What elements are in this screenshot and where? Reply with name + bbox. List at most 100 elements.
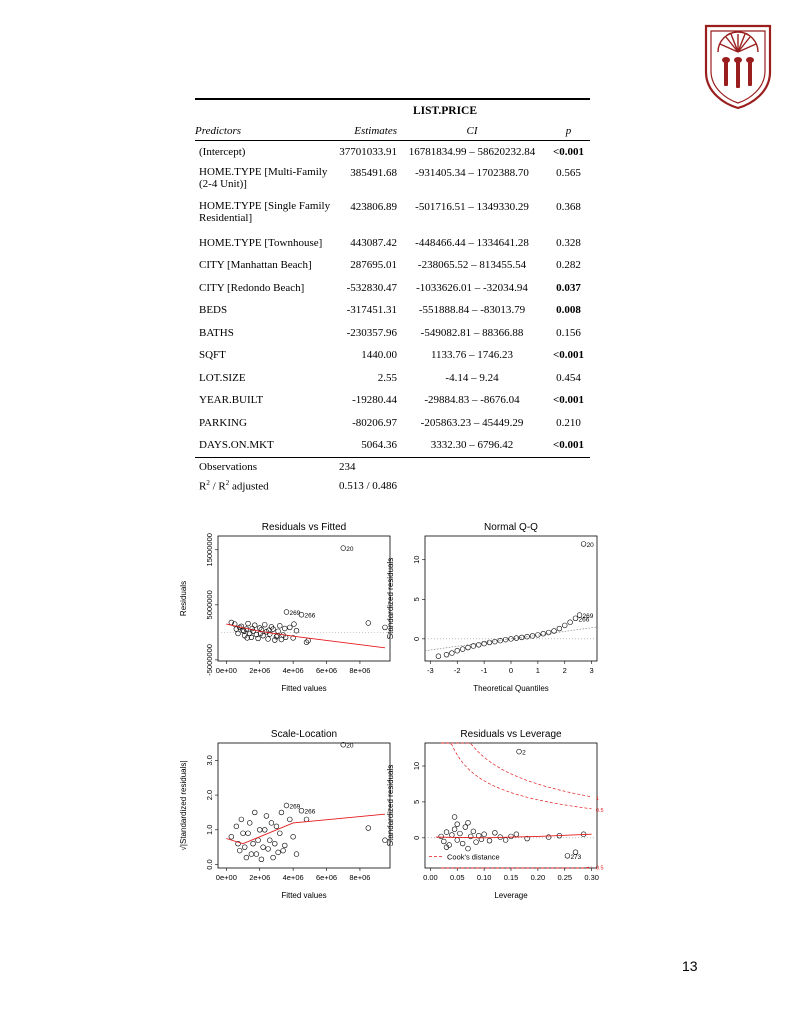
data-point [340, 545, 346, 551]
x-tick-label: 0.10 [477, 873, 492, 882]
data-point [257, 625, 263, 631]
plot-frame [217, 742, 391, 869]
predictor-cell: YEAR.BUILT [199, 394, 264, 407]
data-point [470, 643, 477, 649]
y-tick-label: 10 [412, 762, 421, 770]
data-point [237, 847, 243, 854]
data-point [457, 830, 463, 837]
data-point [267, 631, 273, 637]
estimate-cell: 1440.00 [361, 349, 397, 362]
p-value-cell: 0.210 [556, 416, 581, 429]
predictor-cell: HOME.TYPE [Single Family Residential] [199, 199, 331, 224]
x-tick-label: 4e+06 [283, 666, 304, 675]
estimate-cell: -532830.47 [346, 281, 397, 294]
y-axis-label: Standardized residuals [386, 558, 395, 639]
estimates-header: Estimates [354, 125, 397, 137]
data-point [454, 821, 460, 827]
point-annotation: 1 [596, 796, 599, 802]
x-tick-label: -2 [454, 666, 461, 675]
estimate-cell: 37701033.91 [339, 146, 397, 159]
data-point [443, 844, 450, 850]
data-point [462, 824, 469, 830]
ci-cell: 3332.30 – 6796.42 [430, 439, 514, 452]
x-tick-label: 0.30 [584, 873, 599, 882]
x-tick-label: 0e+00 [216, 873, 237, 882]
data-point [252, 809, 258, 816]
p-header: p [565, 125, 572, 137]
table-row: BEDS -317451.31 -551888.84 – -83013.79 0.00… [195, 299, 590, 322]
x-axis-label: Leverage [494, 891, 528, 900]
y-tick-label: 10 [412, 556, 421, 564]
x-tick-label: 2 [563, 666, 567, 675]
data-point [572, 849, 579, 855]
data-point [249, 625, 255, 632]
data-point [282, 625, 288, 632]
data-point [275, 849, 281, 856]
data-point [265, 636, 271, 642]
data-point [283, 802, 290, 809]
data-point [567, 619, 573, 625]
x-tick-label: 6e+06 [316, 666, 337, 675]
data-point [287, 624, 293, 631]
point-annotation: 266 [579, 616, 590, 623]
x-tick-label: 1 [536, 666, 540, 675]
data-point [508, 833, 514, 840]
estimate-cell: 2.55 [377, 371, 397, 384]
ci-cell: 1133.76 – 1746.23 [430, 349, 514, 362]
point-annotation: 20 [346, 546, 354, 553]
data-point [467, 833, 474, 840]
data-point [282, 842, 288, 849]
ci-cell: -1033626.01 – -32034.94 [416, 281, 528, 294]
data-point [459, 840, 466, 847]
data-point [248, 634, 255, 641]
data-point [233, 823, 240, 830]
data-point [270, 854, 276, 861]
data-point [238, 623, 245, 630]
estimate-cell: 5064.36 [361, 439, 397, 452]
y-tick-label: 3.0 [205, 755, 214, 765]
data-point [443, 829, 450, 835]
data-point [497, 637, 503, 644]
cooks-distance-curve [441, 742, 592, 810]
predictor-cell: CITY [Manhattan Beach] [199, 259, 312, 272]
data-point [443, 651, 450, 658]
x-tick-label: 0.20 [531, 873, 546, 882]
smoother-line [226, 623, 386, 649]
y-axis-label: Residuals [179, 581, 188, 616]
plot-frame [217, 535, 391, 662]
data-point [272, 637, 278, 643]
data-point [262, 827, 268, 833]
data-point [481, 640, 487, 647]
estimate-cell: 385491.68 [350, 166, 397, 179]
p-value-cell: <0.001 [552, 439, 585, 452]
x-tick-label: 8e+06 [349, 666, 370, 675]
data-point [252, 622, 258, 628]
predictor-cell: BATHS [199, 326, 234, 339]
p-value-cell: <0.001 [552, 394, 585, 407]
x-tick-label: 6e+06 [316, 873, 337, 882]
data-point [492, 830, 498, 836]
data-point [481, 831, 487, 837]
p-value-cell: 0.454 [556, 371, 581, 384]
r2-row: R2 / R2 adjusted 0.513 / 0.486 [195, 477, 590, 496]
data-point [275, 628, 281, 634]
y-tick-label: 5000000 [205, 590, 214, 619]
data-point [267, 837, 273, 843]
point-annotation: 2 [522, 750, 526, 757]
data-point [486, 838, 493, 844]
point-annotation: 0.5 [596, 808, 604, 814]
x-tick-label: 0 [509, 666, 513, 675]
x-axis-label: Theoretical Quantiles [473, 684, 549, 693]
y-tick-label: 5 [412, 800, 421, 804]
data-point [231, 621, 238, 627]
data-point [540, 631, 546, 637]
data-point [278, 809, 285, 816]
data-point [576, 612, 583, 618]
data-point [290, 635, 296, 641]
data-point [277, 830, 283, 836]
data-point [253, 851, 260, 857]
data-point [258, 626, 265, 633]
ci-cell: -4.14 – 9.24 [445, 371, 499, 384]
data-point [242, 844, 248, 850]
data-point [293, 628, 300, 634]
